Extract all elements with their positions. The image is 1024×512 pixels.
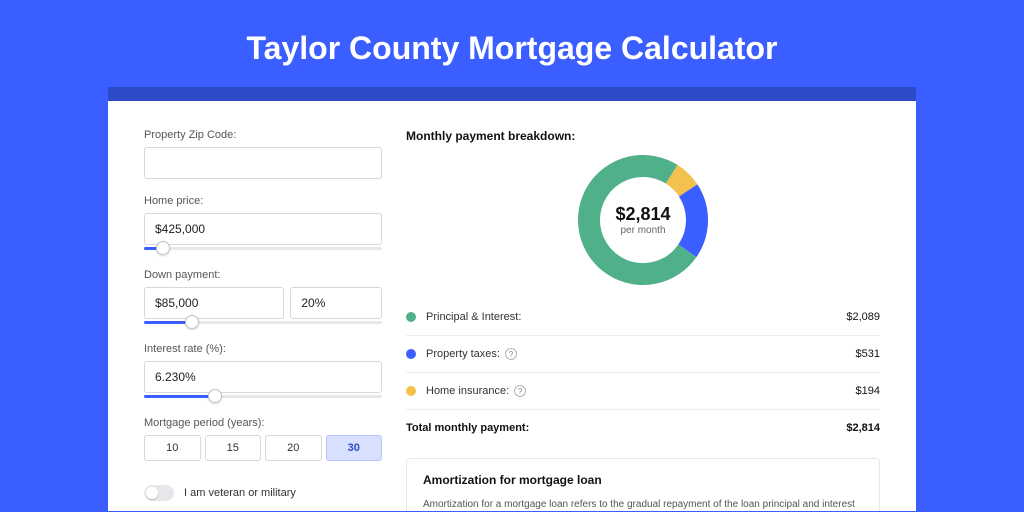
- legend-total-row: Total monthly payment:$2,814: [406, 414, 880, 442]
- legend-label: Principal & Interest:: [426, 311, 846, 323]
- legend-row: Property taxes:?$531: [406, 340, 880, 368]
- legend-value: $531: [856, 348, 880, 360]
- period-btn-15[interactable]: 15: [205, 435, 262, 461]
- help-icon[interactable]: ?: [514, 385, 526, 397]
- interest-rate-input[interactable]: [144, 361, 382, 393]
- veteran-toggle-label: I am veteran or military: [184, 487, 296, 499]
- donut-chart-wrap: $2,814 per month: [406, 155, 880, 285]
- interest-rate-group: Interest rate (%):: [144, 343, 382, 401]
- home-price-input[interactable]: [144, 213, 382, 245]
- zip-field-group: Property Zip Code:: [144, 129, 382, 179]
- mortgage-period-group: Mortgage period (years): 10152030: [144, 417, 382, 461]
- header-band: [108, 87, 916, 101]
- period-btn-10[interactable]: 10: [144, 435, 201, 461]
- inputs-column: Property Zip Code: Home price: Down paym…: [144, 129, 382, 511]
- legend-dot: [406, 349, 416, 359]
- legend-total-label: Total monthly payment:: [406, 422, 846, 434]
- legend-value: $2,089: [846, 311, 880, 323]
- period-btn-30[interactable]: 30: [326, 435, 383, 461]
- slider-thumb[interactable]: [185, 315, 199, 329]
- veteran-toggle[interactable]: [144, 485, 174, 501]
- down-payment-label: Down payment:: [144, 269, 382, 281]
- breakdown-title: Monthly payment breakdown:: [406, 129, 880, 143]
- toggle-knob: [146, 487, 158, 499]
- breakdown-column: Monthly payment breakdown: $2,814 per mo…: [406, 129, 880, 511]
- slider-thumb[interactable]: [208, 389, 222, 403]
- zip-label: Property Zip Code:: [144, 129, 382, 141]
- legend-dot: [406, 312, 416, 322]
- donut-center: $2,814 per month: [615, 204, 670, 236]
- home-price-group: Home price:: [144, 195, 382, 253]
- legend-row: Home insurance:?$194: [406, 377, 880, 405]
- amortization-box: Amortization for mortgage loan Amortizat…: [406, 458, 880, 511]
- mortgage-period-label: Mortgage period (years):: [144, 417, 382, 429]
- page-title: Taylor County Mortgage Calculator: [0, 0, 1024, 87]
- help-icon[interactable]: ?: [505, 348, 517, 360]
- period-btn-20[interactable]: 20: [265, 435, 322, 461]
- legend-dot: [406, 386, 416, 396]
- donut-sub: per month: [615, 225, 670, 236]
- donut-amount: $2,814: [615, 204, 670, 225]
- legend-total-value: $2,814: [846, 422, 880, 434]
- home-price-slider[interactable]: [144, 247, 382, 253]
- down-payment-input[interactable]: [144, 287, 284, 319]
- zip-input[interactable]: [144, 147, 382, 179]
- veteran-toggle-row: I am veteran or military: [144, 485, 382, 501]
- legend-label: Home insurance:?: [426, 385, 856, 397]
- legend: Principal & Interest:$2,089 Property taxe…: [406, 303, 880, 442]
- calculator-card: Property Zip Code: Home price: Down paym…: [108, 101, 916, 511]
- legend-value: $194: [856, 385, 880, 397]
- period-buttons: 10152030: [144, 435, 382, 461]
- legend-row: Principal & Interest:$2,089: [406, 303, 880, 331]
- down-payment-group: Down payment:: [144, 269, 382, 327]
- donut-chart: $2,814 per month: [578, 155, 708, 285]
- down-payment-percent-input[interactable]: [290, 287, 382, 319]
- interest-rate-label: Interest rate (%):: [144, 343, 382, 355]
- interest-rate-slider[interactable]: [144, 395, 382, 401]
- home-price-label: Home price:: [144, 195, 382, 207]
- down-payment-slider[interactable]: [144, 321, 382, 327]
- amortization-text: Amortization for a mortgage loan refers …: [423, 497, 863, 511]
- legend-label: Property taxes:?: [426, 348, 856, 360]
- slider-thumb[interactable]: [156, 241, 170, 255]
- amortization-title: Amortization for mortgage loan: [423, 473, 863, 487]
